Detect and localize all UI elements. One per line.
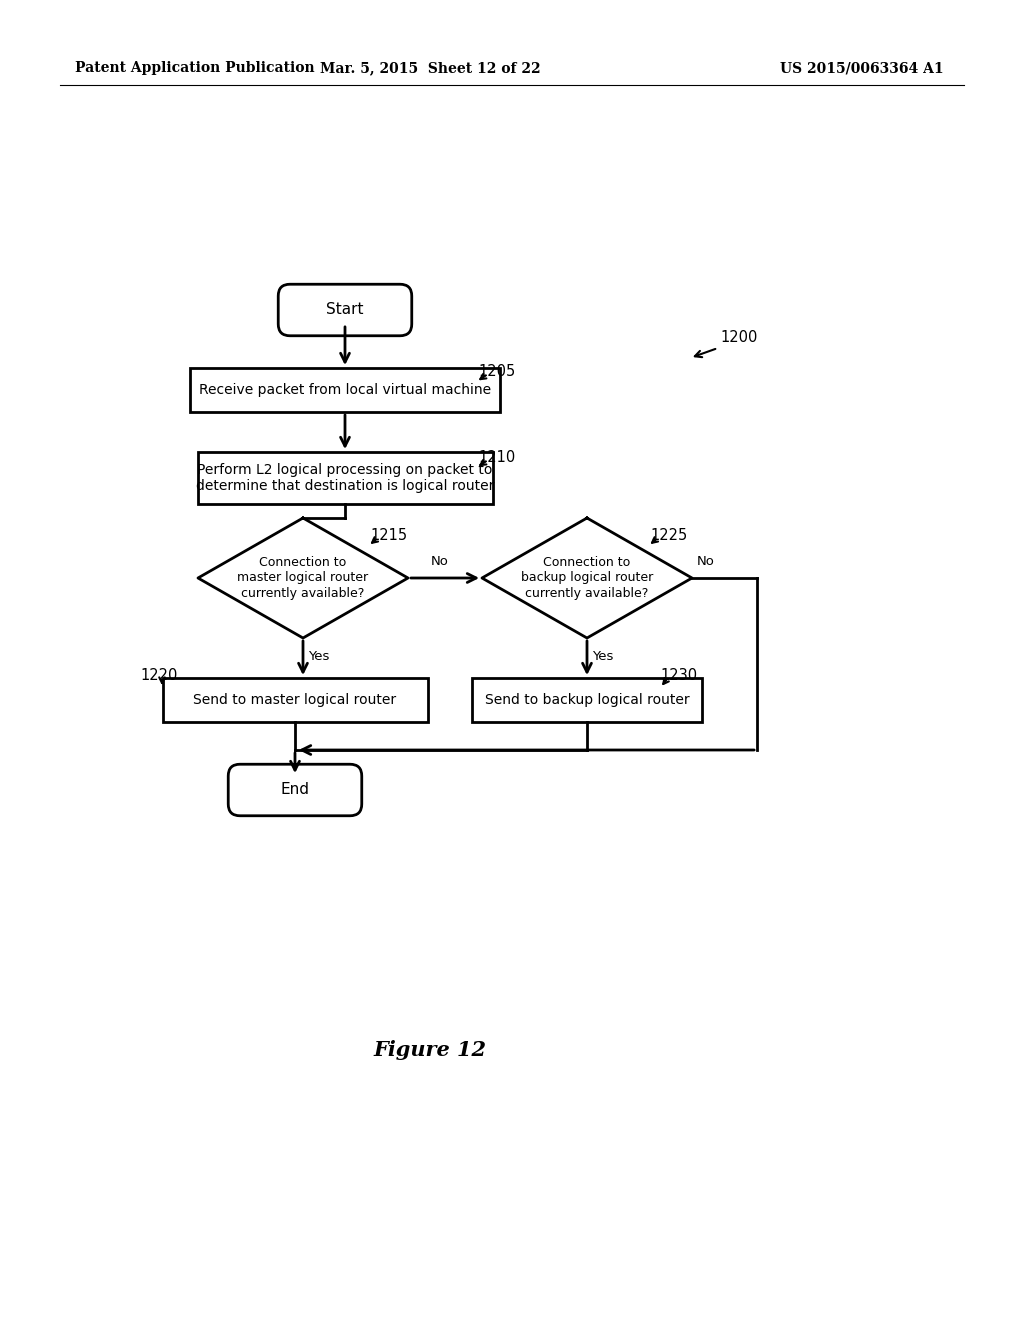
Text: Connection to
backup logical router
currently available?: Connection to backup logical router curr… xyxy=(521,557,653,599)
Text: Yes: Yes xyxy=(308,649,330,663)
Text: 1230: 1230 xyxy=(660,668,697,684)
Text: 1200: 1200 xyxy=(720,330,758,346)
Text: Yes: Yes xyxy=(592,649,613,663)
Text: Send to backup logical router: Send to backup logical router xyxy=(484,693,689,708)
Text: Send to master logical router: Send to master logical router xyxy=(194,693,396,708)
Text: Figure 12: Figure 12 xyxy=(374,1040,486,1060)
Text: 1205: 1205 xyxy=(478,364,515,380)
Text: Receive packet from local virtual machine: Receive packet from local virtual machin… xyxy=(199,383,492,397)
Text: Connection to
master logical router
currently available?: Connection to master logical router curr… xyxy=(238,557,369,599)
FancyBboxPatch shape xyxy=(228,764,361,816)
Text: Start: Start xyxy=(327,302,364,318)
Text: No: No xyxy=(697,554,715,568)
Bar xyxy=(472,678,702,722)
Text: No: No xyxy=(431,554,449,568)
Text: Perform L2 logical processing on packet to
determine that destination is logical: Perform L2 logical processing on packet … xyxy=(196,463,495,494)
Text: Patent Application Publication: Patent Application Publication xyxy=(75,61,314,75)
Bar xyxy=(190,368,500,412)
FancyBboxPatch shape xyxy=(279,284,412,335)
Text: US 2015/0063364 A1: US 2015/0063364 A1 xyxy=(780,61,944,75)
Text: Mar. 5, 2015  Sheet 12 of 22: Mar. 5, 2015 Sheet 12 of 22 xyxy=(319,61,541,75)
Text: 1225: 1225 xyxy=(650,528,687,544)
Bar xyxy=(163,678,427,722)
Text: 1220: 1220 xyxy=(140,668,177,684)
Bar xyxy=(198,451,493,504)
Text: End: End xyxy=(281,783,309,797)
Text: 1215: 1215 xyxy=(370,528,408,544)
Text: 1210: 1210 xyxy=(478,450,515,466)
